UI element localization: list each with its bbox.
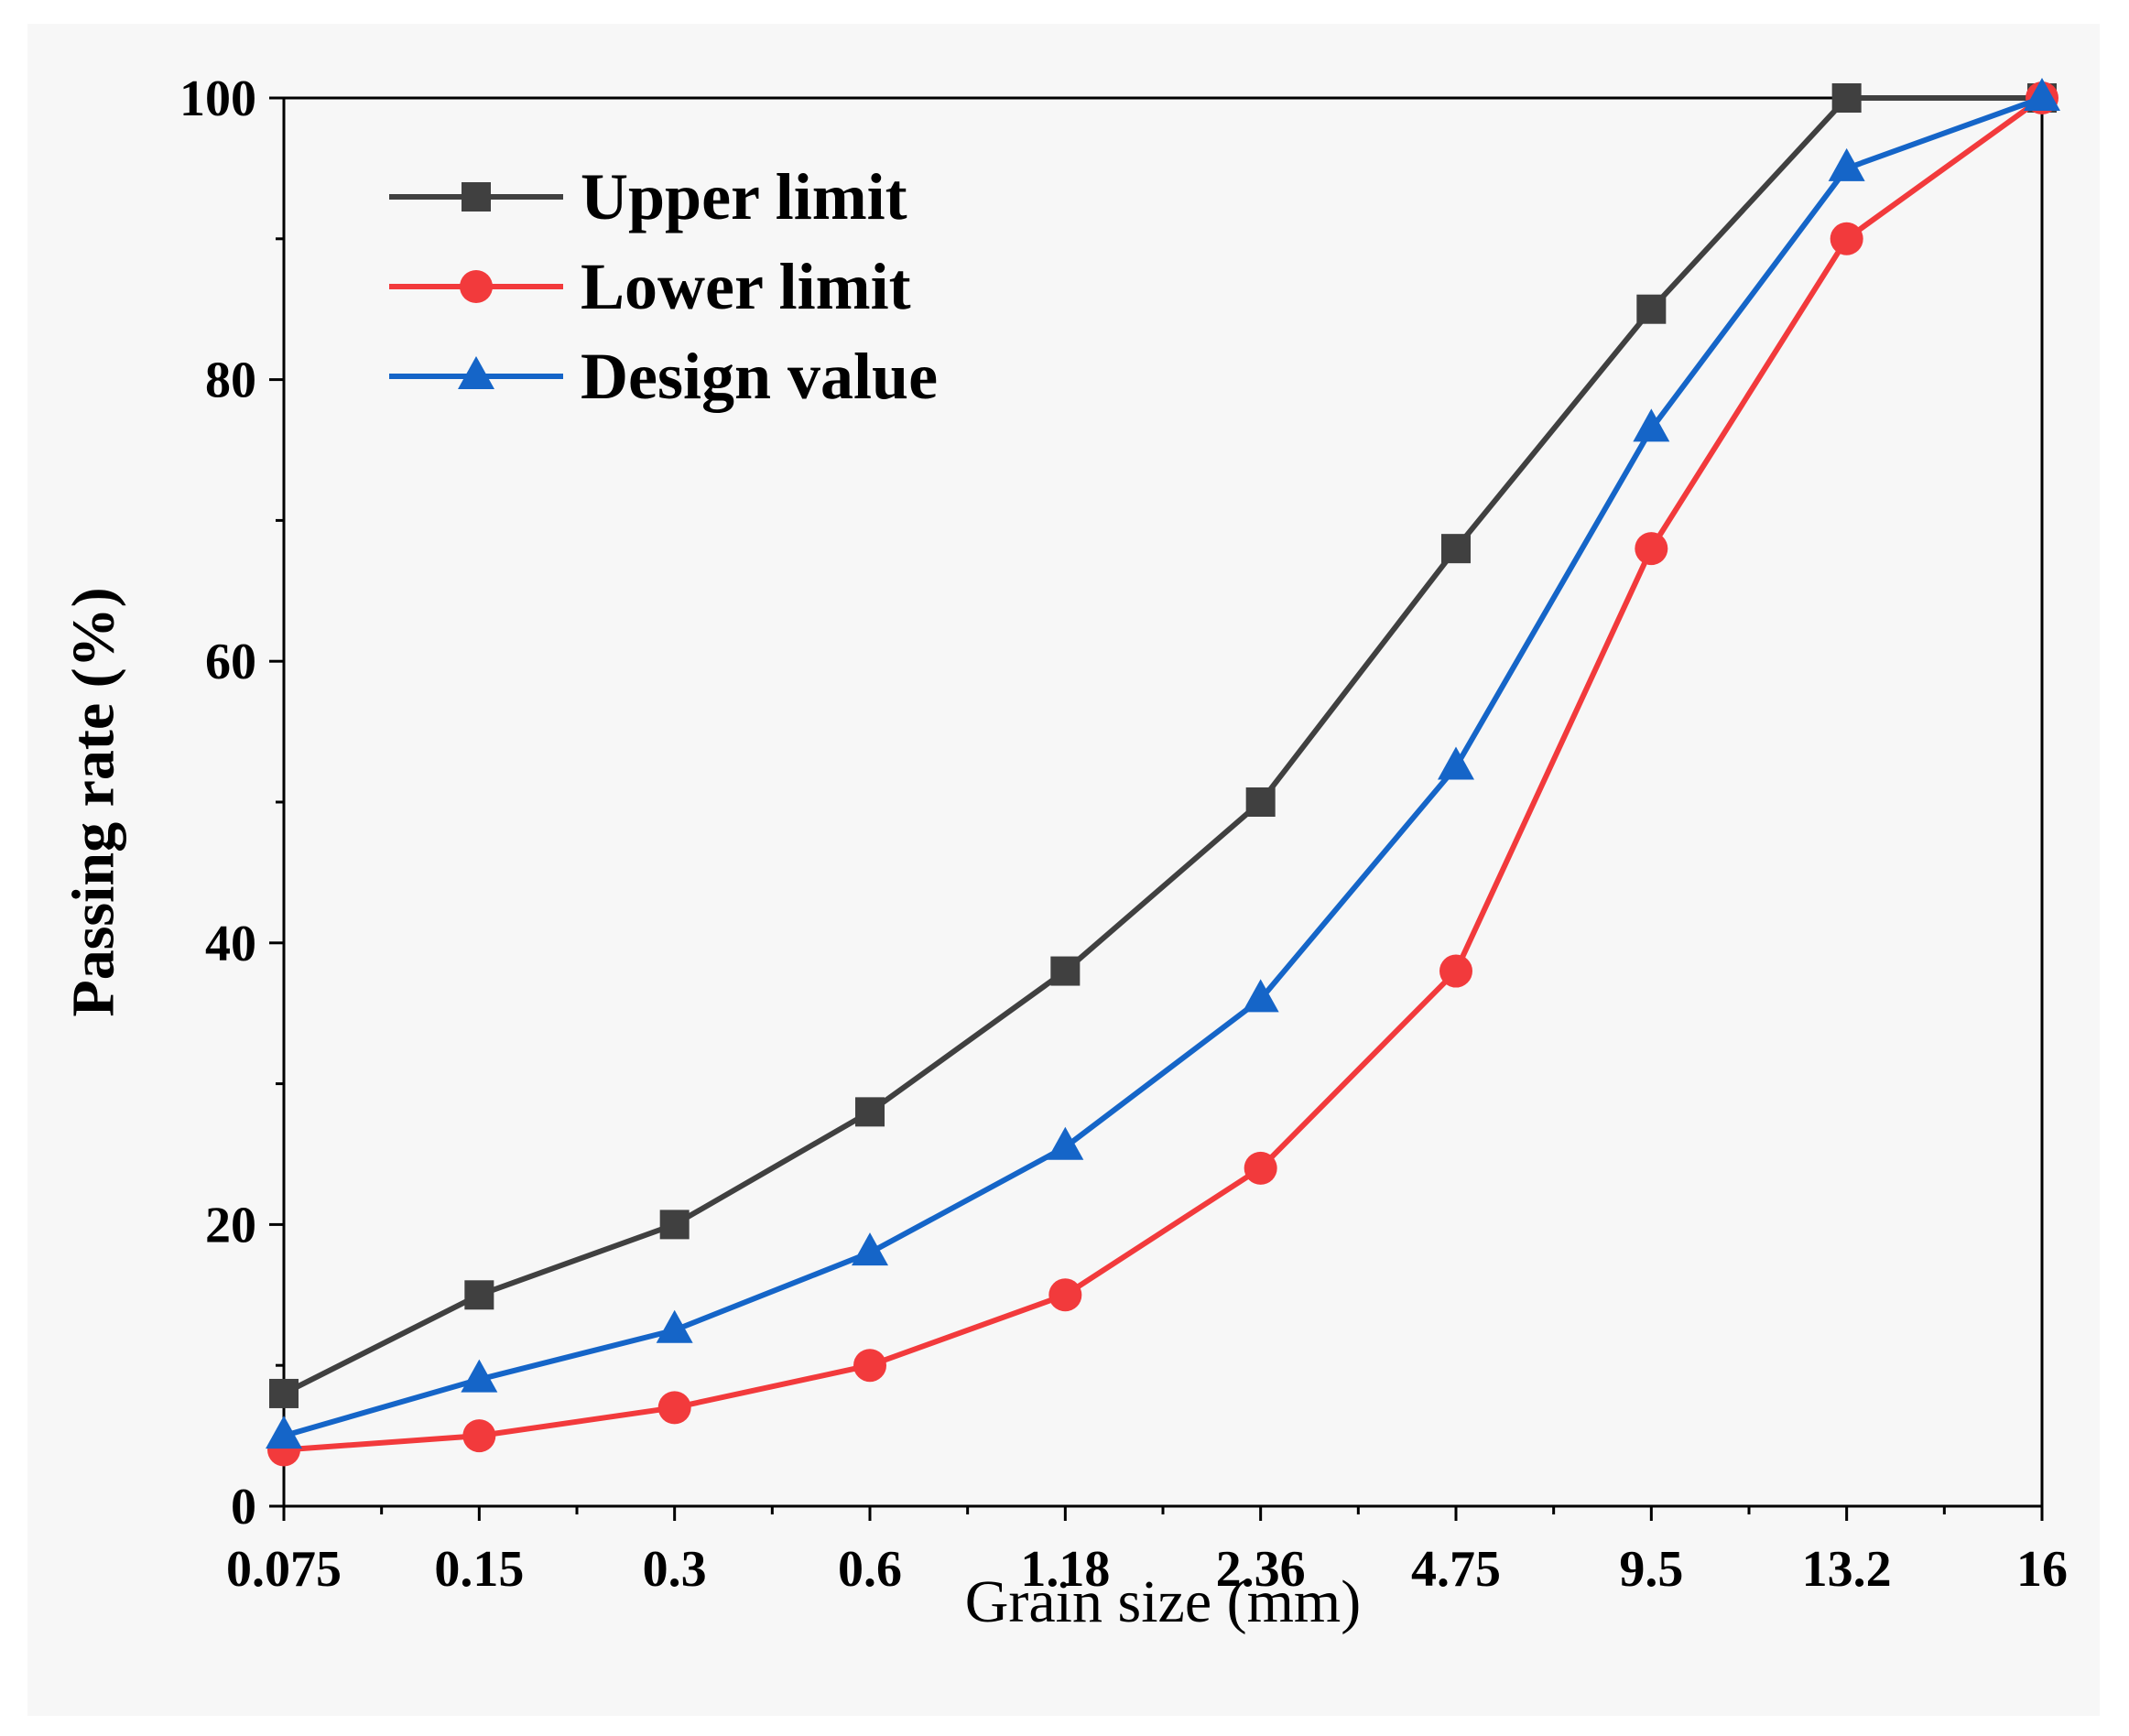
y-tick-label: 20 [205,1197,256,1253]
data-point-upper-limit [1050,956,1081,986]
legend-item-design-value: Design value [389,340,938,413]
legend-label: Lower limit [581,250,911,323]
data-point-upper-limit [1245,787,1276,817]
legend-label: Design value [581,340,938,413]
legend-label: Upper limit [581,160,907,233]
data-point-upper-limit [855,1097,885,1127]
x-tick-label: 9.5 [1619,1541,1683,1598]
data-point-design-value [656,1309,693,1343]
plot-area [266,78,2060,1467]
y-tick-label: 60 [205,634,256,690]
legend-item-lower-limit: Lower limit [389,250,911,323]
y-tick-label: 0 [231,1479,256,1535]
series-line-upper-limit [282,95,2042,1396]
x-tick-label: 0.075 [226,1541,342,1598]
x-axis-title: Grain size (mm) [965,1568,1362,1635]
y-tick-label: 100 [179,71,256,127]
data-point-design-value [461,1359,498,1393]
x-tick-label: 13.2 [1802,1541,1892,1598]
data-point-lower-limit [1048,1278,1082,1312]
y-axis-title: Passing rate (%) [60,587,127,1016]
data-point-lower-limit [1635,532,1668,566]
data-point-design-value [1828,147,1865,181]
legend-marker [462,182,491,212]
plot-frame [282,96,2044,1508]
series-upper-limit [269,83,2057,1408]
x-tick-label: 0.6 [838,1541,902,1598]
data-point-lower-limit [1439,954,1472,988]
data-point-upper-limit [464,1280,494,1310]
data-point-design-value [266,1416,302,1449]
data-point-design-value [1047,1126,1084,1160]
data-point-design-value [2024,78,2060,111]
x-tick-label: 16 [2016,1541,2068,1598]
x-tick-label: 1.18 [1020,1541,1110,1598]
chart-background: 0 20 40 60 80 100 0.075 0.15 0.3 0.6 1.18 2.36 4.75 9… [27,24,2100,1716]
data-point-upper-limit [1636,294,1667,324]
y-tick-label: 40 [205,916,256,972]
data-point-design-value [1242,979,1279,1013]
data-point-upper-limit [1441,534,1471,564]
legend-item-upper-limit: Upper limit [389,160,907,233]
data-point-lower-limit [1244,1151,1277,1185]
axes: 0 20 40 60 80 100 0.075 0.15 0.3 0.6 1.18 2.36 4.75 9… [179,71,2068,1598]
legend-marker [460,270,493,303]
x-tick-label: 0.3 [643,1541,707,1598]
data-point-lower-limit [462,1419,496,1453]
data-point-design-value [1438,746,1474,780]
data-point-upper-limit [269,1378,299,1408]
data-point-lower-limit [853,1349,886,1383]
data-point-upper-limit [1831,83,1862,113]
data-point-lower-limit [1830,222,1863,255]
series-design-value [266,78,2060,1449]
x-tick-label: 4.75 [1411,1541,1501,1598]
x-tick-label: 2.36 [1216,1541,1306,1598]
series-line-lower-limit [283,95,2044,1453]
data-point-upper-limit [659,1210,690,1240]
legend-marker [458,356,494,389]
data-point-design-value [852,1232,888,1266]
line-chart: 0 20 40 60 80 100 0.075 0.15 0.3 0.6 1.18 2.36 4.75 9… [60,71,2069,1635]
series-line-design-value [283,95,2044,1438]
data-point-design-value [1633,408,1670,442]
data-point-lower-limit [657,1391,691,1425]
x-tick-label: 0.15 [434,1541,524,1598]
legend: Upper limit Lower limit Design value [389,160,938,413]
y-tick-label: 80 [205,353,256,409]
